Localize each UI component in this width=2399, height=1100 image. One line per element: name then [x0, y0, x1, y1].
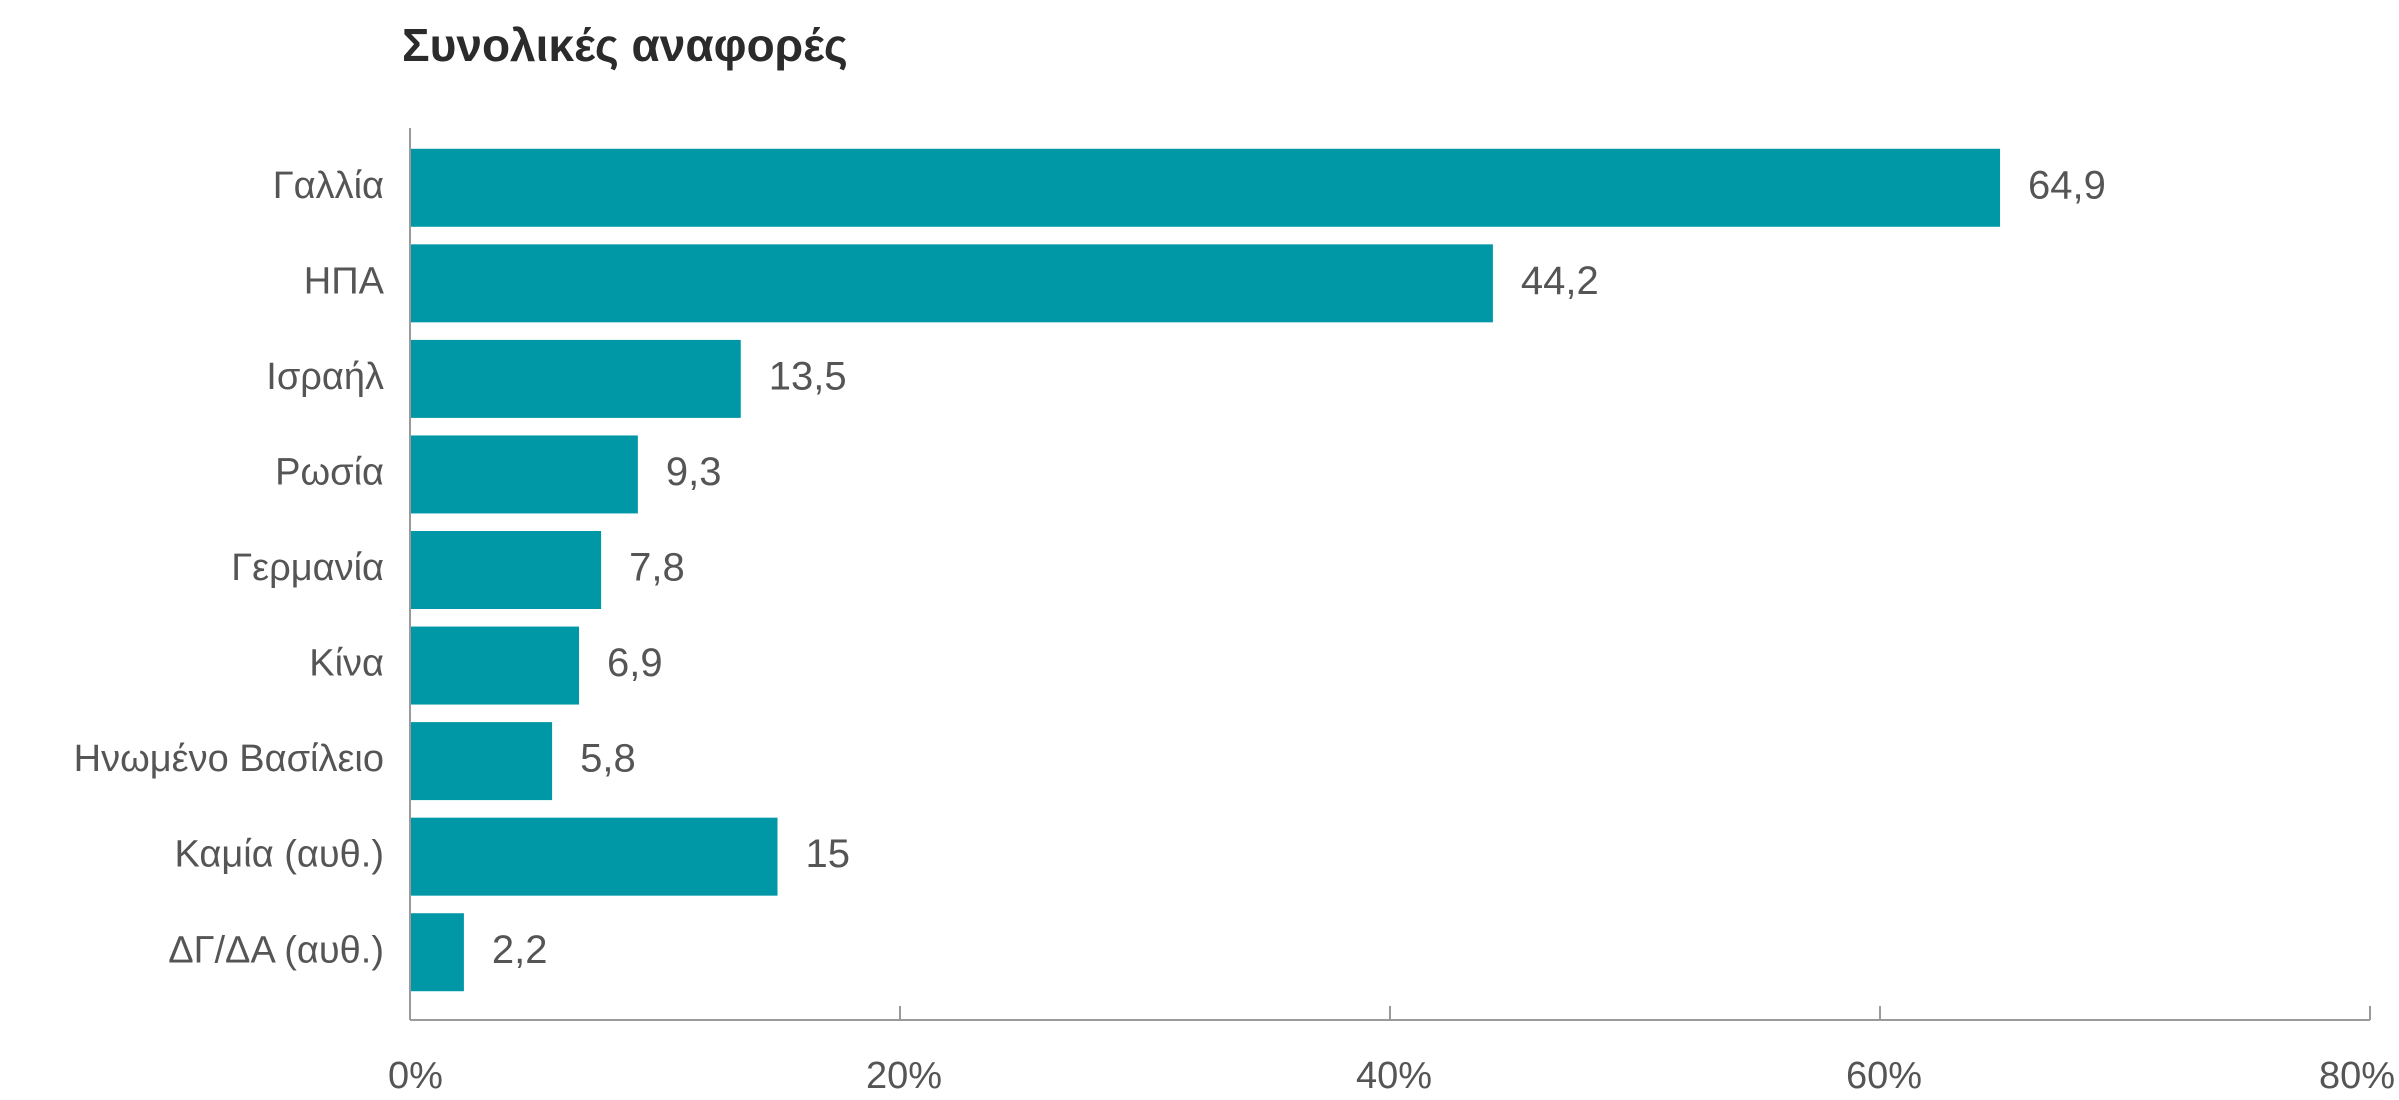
bar	[410, 435, 638, 514]
category-label: Καμία (αυθ.)	[175, 834, 384, 876]
value-label: 5,8	[580, 737, 636, 781]
value-label: 9,3	[666, 450, 722, 494]
bar	[410, 148, 2001, 227]
x-tick-label: 60%	[1846, 1055, 1922, 1097]
category-label: ΔΓ/ΔΑ (αυθ.)	[168, 929, 384, 971]
value-label: 6,9	[607, 641, 663, 685]
bar	[410, 531, 602, 609]
value-label: 15	[806, 832, 851, 876]
x-tick-label: 40%	[1356, 1055, 1432, 1097]
category-label: Ισραήλ	[266, 356, 384, 398]
chart-title: Συνολικές αναφορές	[402, 19, 848, 71]
value-label: 2,2	[492, 928, 548, 972]
value-label: 44,2	[1521, 259, 1599, 303]
bar	[410, 817, 778, 896]
category-label: Ρωσία	[275, 451, 384, 493]
bar	[410, 913, 464, 992]
category-label: Ηνωμένο Βασίλειο	[74, 738, 384, 780]
category-label: Γαλλία	[273, 165, 384, 207]
x-tick-label: 20%	[866, 1055, 942, 1097]
value-label: 7,8	[629, 546, 685, 590]
x-tick-label: 0%	[388, 1055, 443, 1097]
bar	[410, 339, 741, 418]
category-label: Γερμανία	[231, 547, 384, 589]
category-label: ΗΠΑ	[304, 260, 385, 302]
value-label: 64,9	[2028, 163, 2106, 207]
value-label: 13,5	[769, 354, 847, 398]
category-label: Κίνα	[309, 643, 384, 685]
x-tick-label: 80%	[2319, 1055, 2395, 1097]
bar	[410, 626, 580, 705]
bar	[410, 244, 1493, 323]
bar	[410, 722, 553, 801]
